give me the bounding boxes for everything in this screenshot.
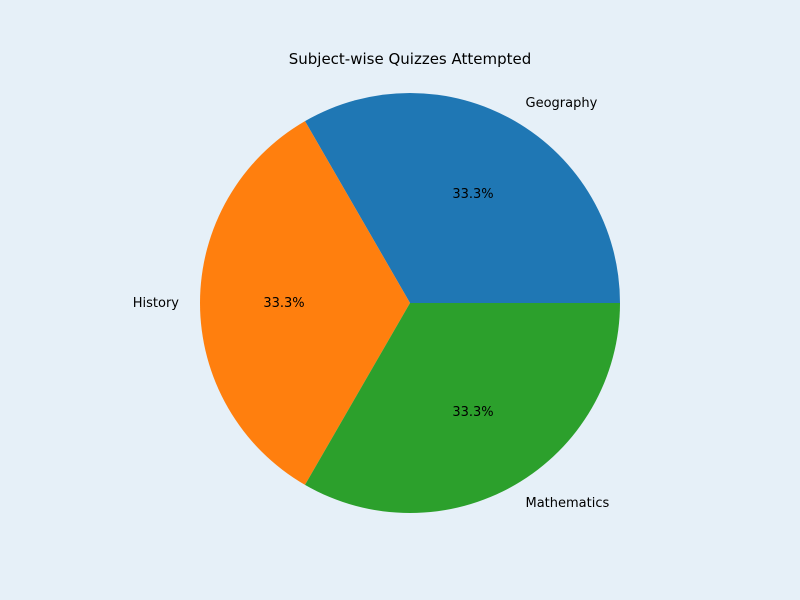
pie-slices: [200, 92, 620, 513]
slice-label-geography: Geography: [526, 96, 598, 111]
pie-labels: Geography 33.3% History 33.3% Mathematics 33.…: [133, 96, 610, 511]
pie-slice-history: [200, 121, 410, 485]
slice-percent-mathematics: 33.3%: [452, 405, 493, 420]
pie-slice-geography: [305, 92, 620, 303]
slice-percent-history: 33.3%: [263, 296, 304, 311]
pie-slice-mathematics: [305, 303, 620, 513]
slice-label-mathematics: Mathematics: [526, 496, 610, 511]
slice-label-history: History: [133, 296, 180, 311]
chart-title: Subject-wise Quizzes Attempted: [289, 50, 532, 68]
slice-percent-geography: 33.3%: [452, 187, 493, 202]
